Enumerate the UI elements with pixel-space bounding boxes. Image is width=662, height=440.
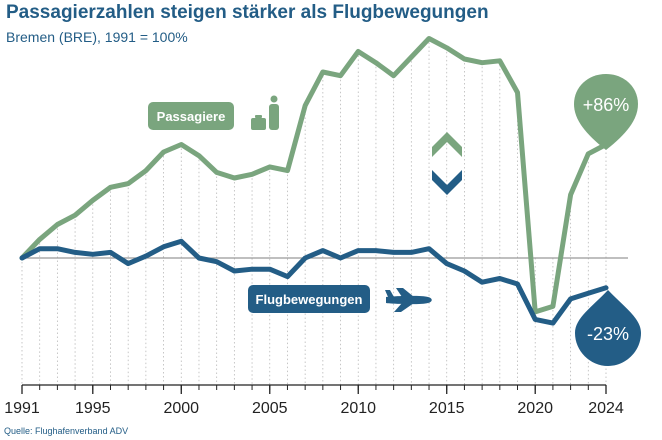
x-tick-label: 2024 [588, 400, 624, 417]
movements-end-value: -23% [587, 324, 629, 344]
x-tick-label: 2015 [429, 400, 465, 417]
legend-passengers-label: Passagiere [157, 109, 226, 124]
series-lines [19, 36, 609, 326]
chevron-up-down-icon [432, 132, 462, 195]
x-tick-label: 2020 [517, 400, 553, 417]
movements-line [19, 238, 609, 326]
passengers-line [19, 36, 609, 315]
person-luggage-icon [251, 95, 279, 130]
chart-title: Passagierzahlen steigen stärker als Flug… [6, 2, 489, 23]
x-tick-label: 2005 [252, 400, 288, 417]
passengers-end-value-drop: +86% [574, 74, 638, 150]
x-tick-label: 2010 [340, 400, 376, 417]
airplane-icon [385, 288, 432, 312]
year-gridlines [21, 38, 607, 385]
x-tick-label: 1991 [4, 400, 40, 417]
source-note: Quelle: Flughafenverband ADV [4, 426, 129, 436]
legend-movements-label: Flugbewegungen [256, 292, 363, 307]
x-axis: 1991 1995 2000 2005 2010 2015 2020 2024 [4, 384, 624, 417]
movements-end-value-drop: -23% [575, 290, 641, 366]
legend-movements: Flugbewegungen [248, 285, 370, 313]
passengers-end-value: +86% [583, 95, 630, 115]
x-tick-label: 1995 [75, 400, 111, 417]
legend-passengers: Passagiere [148, 102, 234, 130]
chart-subtitle: Bremen (BRE), 1991 = 100% [6, 29, 188, 45]
x-tick-label: 2000 [163, 400, 199, 417]
